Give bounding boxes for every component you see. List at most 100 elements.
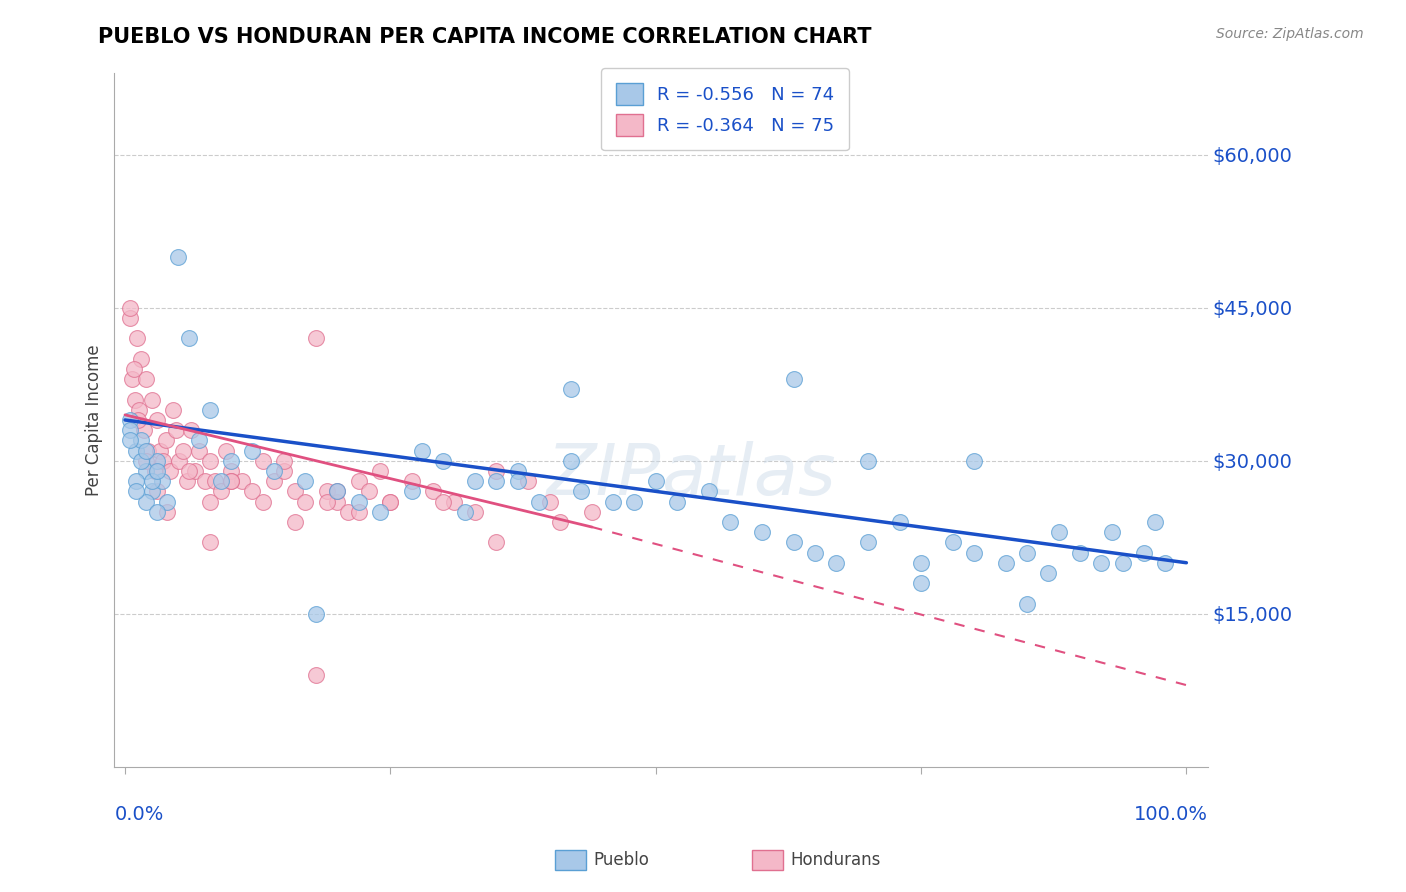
Point bbox=[146, 413, 169, 427]
Point bbox=[167, 250, 190, 264]
Point bbox=[1017, 597, 1039, 611]
Point bbox=[889, 515, 911, 529]
Point bbox=[294, 474, 316, 488]
Point bbox=[263, 474, 285, 488]
Point bbox=[1047, 525, 1070, 540]
Point bbox=[856, 454, 879, 468]
Point bbox=[697, 484, 720, 499]
Point bbox=[134, 423, 156, 437]
Point bbox=[129, 351, 152, 366]
Point bbox=[149, 443, 172, 458]
Point bbox=[368, 505, 391, 519]
Point bbox=[273, 454, 295, 468]
Point bbox=[443, 494, 465, 508]
Point bbox=[665, 494, 688, 508]
Point bbox=[782, 372, 804, 386]
Point bbox=[326, 484, 349, 499]
Point bbox=[146, 484, 169, 499]
Point bbox=[1038, 566, 1060, 580]
Point bbox=[782, 535, 804, 549]
Point bbox=[124, 443, 146, 458]
Point bbox=[124, 392, 146, 407]
Y-axis label: Per Capita Income: Per Capita Income bbox=[86, 344, 103, 496]
Point bbox=[1101, 525, 1123, 540]
Point bbox=[146, 464, 169, 478]
Point bbox=[506, 474, 529, 488]
Point bbox=[718, 515, 741, 529]
Point bbox=[401, 474, 423, 488]
Point bbox=[194, 474, 217, 488]
Point bbox=[165, 423, 187, 437]
Point bbox=[127, 413, 149, 427]
Point bbox=[129, 434, 152, 448]
Point bbox=[198, 494, 221, 508]
Text: 100.0%: 100.0% bbox=[1133, 805, 1208, 824]
Point bbox=[188, 434, 211, 448]
Point bbox=[120, 301, 142, 315]
Text: PUEBLO VS HONDURAN PER CAPITA INCOME CORRELATION CHART: PUEBLO VS HONDURAN PER CAPITA INCOME COR… bbox=[98, 27, 872, 46]
Point bbox=[129, 454, 152, 468]
Point bbox=[180, 423, 202, 437]
Point bbox=[263, 464, 285, 478]
Point bbox=[432, 494, 454, 508]
Point bbox=[219, 454, 242, 468]
Point bbox=[560, 383, 582, 397]
Point bbox=[177, 331, 200, 345]
Point bbox=[644, 474, 666, 488]
Point bbox=[141, 484, 163, 499]
Point bbox=[1133, 545, 1156, 559]
Point bbox=[155, 434, 177, 448]
Point bbox=[188, 443, 211, 458]
Point bbox=[305, 668, 328, 682]
Point bbox=[411, 443, 433, 458]
Point bbox=[128, 402, 150, 417]
Point bbox=[141, 392, 163, 407]
Point bbox=[305, 331, 328, 345]
Point bbox=[124, 484, 146, 499]
Point bbox=[942, 535, 965, 549]
Point bbox=[548, 515, 571, 529]
Point bbox=[159, 464, 181, 478]
Point bbox=[1090, 556, 1112, 570]
Point bbox=[963, 454, 986, 468]
Point bbox=[910, 556, 932, 570]
Point bbox=[231, 474, 253, 488]
Point bbox=[156, 505, 179, 519]
Point bbox=[215, 443, 238, 458]
Point bbox=[122, 362, 145, 376]
Point bbox=[162, 402, 184, 417]
Point bbox=[150, 474, 173, 488]
Point bbox=[219, 474, 242, 488]
Point bbox=[141, 474, 163, 488]
Point bbox=[401, 484, 423, 499]
Point bbox=[347, 494, 370, 508]
Point bbox=[910, 576, 932, 591]
Point bbox=[538, 494, 561, 508]
Point bbox=[120, 434, 142, 448]
Point bbox=[209, 484, 232, 499]
Point bbox=[124, 474, 146, 488]
Point bbox=[602, 494, 624, 508]
Point bbox=[485, 535, 508, 549]
Point bbox=[252, 454, 274, 468]
Point bbox=[120, 310, 142, 325]
Point bbox=[994, 556, 1017, 570]
Point bbox=[284, 484, 307, 499]
Point bbox=[156, 494, 179, 508]
Point bbox=[380, 494, 402, 508]
Point bbox=[623, 494, 645, 508]
Point bbox=[453, 505, 475, 519]
Point bbox=[506, 464, 529, 478]
Point bbox=[135, 443, 157, 458]
Point bbox=[135, 372, 157, 386]
Point bbox=[219, 464, 242, 478]
Point bbox=[464, 474, 486, 488]
Point bbox=[485, 464, 508, 478]
Point bbox=[326, 494, 349, 508]
Point bbox=[380, 494, 402, 508]
Point bbox=[219, 474, 242, 488]
Point bbox=[1017, 545, 1039, 559]
Point bbox=[125, 331, 148, 345]
Point bbox=[326, 484, 349, 499]
Point bbox=[347, 505, 370, 519]
